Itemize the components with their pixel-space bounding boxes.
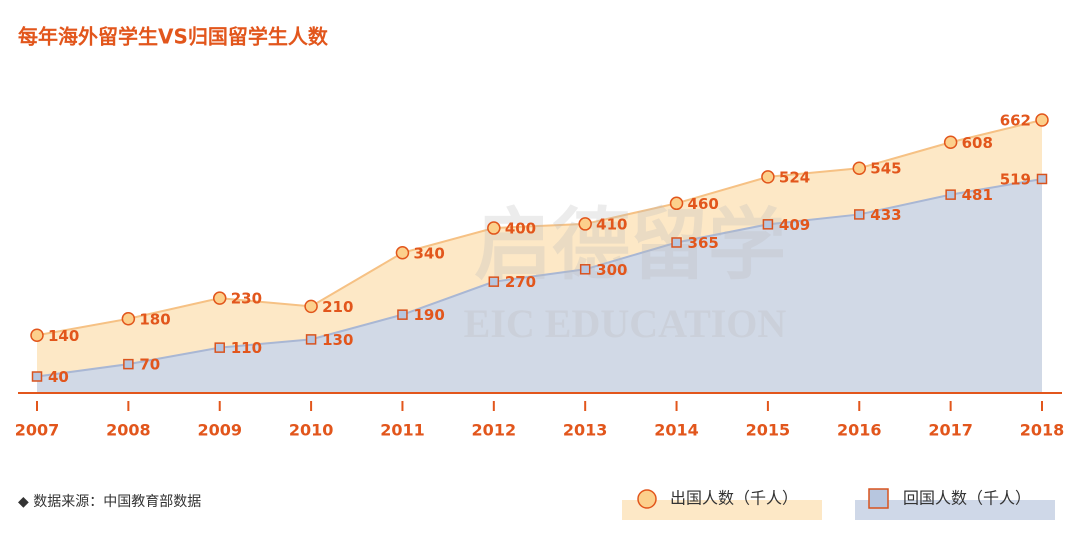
data-label: 400: [505, 220, 536, 238]
x-tick-label: 2016: [837, 421, 882, 440]
watermark: 启德留学 EIC EDUCATION: [464, 200, 787, 346]
data-label: 524: [779, 168, 810, 186]
point-marker: [854, 209, 865, 220]
point-marker: [669, 196, 684, 211]
data-label: 519: [1000, 170, 1031, 188]
point-marker: [578, 217, 592, 231]
watermark-text: 启德留学: [474, 200, 786, 290]
data-label: 460: [688, 195, 719, 213]
x-tick-label: 2015: [746, 421, 791, 440]
data-label: 340: [413, 244, 444, 262]
data-label: 270: [505, 273, 536, 291]
data-label: 230: [231, 290, 262, 308]
point-marker: [304, 299, 318, 314]
legend-item: 回国人数（千人）: [855, 488, 1055, 520]
x-tick-label: 2018: [1020, 421, 1065, 440]
point-marker: [305, 334, 317, 345]
data-label: 190: [413, 306, 444, 324]
x-tick-label: 2013: [563, 421, 608, 440]
data-label: 130: [322, 331, 353, 349]
point-marker: [1035, 113, 1049, 127]
point-marker: [212, 291, 227, 305]
point-marker: [852, 161, 867, 175]
point-marker: [31, 371, 43, 382]
legend-swatch: [855, 500, 1055, 520]
data-label: 70: [139, 356, 160, 374]
data-label: 300: [596, 261, 627, 279]
point-marker: [1036, 173, 1048, 185]
point-marker: [945, 189, 956, 200]
point-marker: [214, 342, 225, 353]
chart-title: 每年海外留学生VS归国留学生人数: [18, 25, 329, 49]
data-label: 410: [596, 215, 627, 233]
data-label: 433: [870, 206, 901, 224]
data-label: 180: [139, 310, 170, 328]
legend-label: 回国人数（千人）: [903, 489, 1031, 508]
watermark-text: EIC EDUCATION: [464, 301, 787, 346]
point-marker: [30, 328, 44, 343]
data-label: 608: [962, 134, 993, 152]
x-tick-label: 2008: [106, 421, 151, 440]
line: [36, 177, 1043, 378]
x-tick-label: 2010: [289, 421, 334, 440]
x-tick-label: 2012: [472, 421, 517, 440]
point-marker: [762, 219, 774, 230]
x-tick-label: 2017: [928, 421, 973, 440]
point-marker: [397, 309, 408, 320]
legend-swatch: [622, 500, 822, 520]
data-label: 210: [322, 298, 353, 316]
area: [37, 178, 1042, 393]
data-label: 110: [231, 339, 262, 357]
x-tick-label: 2009: [197, 421, 242, 440]
line: [36, 119, 1043, 337]
x-tick-label: 2007: [15, 421, 60, 440]
legend-label: 出国人数（千人）: [670, 489, 798, 508]
data-label: 409: [779, 216, 810, 234]
source-note: ◆ 数据来源：中国教育部数据: [18, 494, 201, 510]
point-marker: [579, 264, 591, 275]
data-label: 140: [48, 327, 79, 345]
data-label: 365: [688, 234, 719, 252]
x-tick-label: 2014: [654, 421, 699, 440]
data-label: 481: [962, 186, 993, 204]
legend-marker: [868, 488, 889, 509]
legend-item: 出国人数（千人）: [622, 489, 822, 520]
point-marker: [943, 135, 958, 150]
data-label: 662: [1000, 112, 1031, 130]
point-marker: [395, 246, 410, 260]
point-marker: [123, 358, 134, 370]
point-marker: [487, 221, 501, 235]
point-marker: [121, 312, 136, 326]
data-label: 545: [870, 160, 901, 178]
point-marker: [671, 237, 682, 248]
point-marker: [761, 170, 775, 184]
data-label: 40: [48, 368, 69, 386]
point-marker: [488, 276, 500, 287]
legend-marker: [637, 489, 657, 509]
x-tick-label: 2011: [380, 421, 425, 440]
